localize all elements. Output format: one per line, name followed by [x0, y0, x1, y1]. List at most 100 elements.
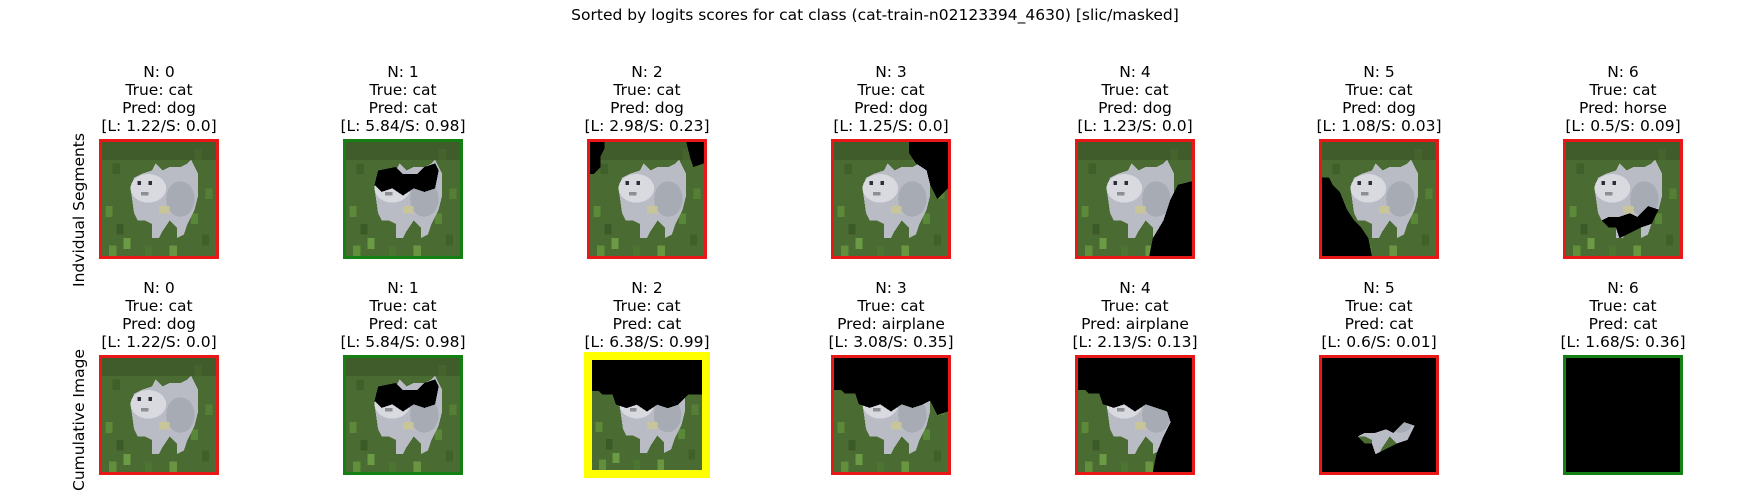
panel-pred-label: Pred: cat	[1588, 315, 1658, 333]
cat-photo	[1566, 358, 1680, 472]
cat-photo	[102, 142, 216, 256]
panel-true-label: True: cat	[125, 81, 193, 99]
panel-true-label: True: cat	[1345, 81, 1413, 99]
panel-title: N: 0 True: cat Pred: dog [L: 1.22/S: 0.0]	[39, 63, 279, 135]
panel-step-label: N: 4	[1119, 279, 1151, 297]
cat-photo	[102, 358, 216, 472]
panel-step-label: N: 3	[875, 63, 907, 81]
panel-score-label: [L: 0.6/S: 0.01]	[1321, 333, 1437, 351]
panel-title: N: 5 True: cat Pred: cat [L: 0.6/S: 0.01]	[1259, 279, 1499, 351]
cat-photo	[1322, 142, 1436, 256]
panel-step-label: N: 0	[143, 279, 175, 297]
panel-image	[99, 139, 219, 259]
panel-image	[1075, 355, 1195, 475]
panel-pred-label: Pred: horse	[1579, 99, 1667, 117]
panel-title: N: 2 True: cat Pred: dog [L: 2.98/S: 0.23]	[527, 63, 767, 135]
cat-photo	[346, 142, 460, 256]
panel-pred-label: Pred: dog	[1098, 99, 1172, 117]
panel-image	[1563, 139, 1683, 259]
panel-pred-label: Pred: dog	[854, 99, 928, 117]
panel-step-label: N: 6	[1607, 279, 1639, 297]
panel-step-label: N: 2	[631, 279, 663, 297]
panel-score-label: [L: 5.84/S: 0.98]	[340, 333, 466, 351]
panel-step-label: N: 6	[1607, 63, 1639, 81]
panel-pred-label: Pred: cat	[612, 315, 682, 333]
panel-step-label: N: 5	[1363, 63, 1395, 81]
panel-true-label: True: cat	[1101, 297, 1169, 315]
panel-true-label: True: cat	[613, 297, 681, 315]
cat-photo	[1322, 358, 1436, 472]
panel-score-label: [L: 1.68/S: 0.36]	[1560, 333, 1686, 351]
row-label-individual-segments: Indvidual Segments	[70, 133, 88, 287]
panel-title: N: 3 True: cat Pred: dog [L: 1.25/S: 0.0]	[771, 63, 1011, 135]
panel-pred-label: Pred: cat	[1344, 315, 1414, 333]
panel-score-label: [L: 6.38/S: 0.99]	[584, 333, 710, 351]
panel-true-label: True: cat	[369, 297, 437, 315]
cat-photo	[834, 142, 948, 256]
panel-score-label: [L: 1.23/S: 0.0]	[1077, 117, 1193, 135]
panel-title: N: 4 True: cat Pred: dog [L: 1.23/S: 0.0]	[1015, 63, 1255, 135]
panel-true-label: True: cat	[125, 297, 193, 315]
panel-title: N: 1 True: cat Pred: cat [L: 5.84/S: 0.98]	[283, 279, 523, 351]
panel-pred-label: Pred: dog	[1342, 99, 1416, 117]
cat-photo	[834, 358, 948, 472]
panel-step-label: N: 2	[631, 63, 663, 81]
panel-step-label: N: 1	[387, 279, 419, 297]
panel-score-label: [L: 2.98/S: 0.23]	[584, 117, 710, 135]
panel-step-label: N: 1	[387, 63, 419, 81]
panel-pred-label: Pred: airplane	[837, 315, 945, 333]
panel-title: N: 4 True: cat Pred: airplane [L: 2.13/S: 0…	[1015, 279, 1255, 351]
panel-image	[99, 355, 219, 475]
cat-photo	[346, 358, 460, 472]
panel-title: N: 5 True: cat Pred: dog [L: 1.08/S: 0.03]	[1259, 63, 1499, 135]
panel-true-label: True: cat	[857, 297, 925, 315]
panel-pred-label: Pred: dog	[610, 99, 684, 117]
panel-title: N: 2 True: cat Pred: cat [L: 6.38/S: 0.99]	[527, 279, 767, 351]
panel-pred-label: Pred: cat	[368, 99, 438, 117]
panel-title: N: 6 True: cat Pred: horse [L: 0.5/S: 0.09]	[1503, 63, 1743, 135]
panel-title: N: 6 True: cat Pred: cat [L: 1.68/S: 0.36]	[1503, 279, 1743, 351]
panel-image	[1563, 355, 1683, 475]
panel-step-label: N: 4	[1119, 63, 1151, 81]
panel-score-label: [L: 0.5/S: 0.09]	[1565, 117, 1681, 135]
panel-pred-label: Pred: dog	[122, 315, 196, 333]
row-label-cumulative-image: Cumulative Image	[70, 349, 88, 491]
panel-image	[831, 355, 951, 475]
panel-score-label: [L: 1.22/S: 0.0]	[101, 333, 217, 351]
panel-step-label: N: 5	[1363, 279, 1395, 297]
panel-step-label: N: 0	[143, 63, 175, 81]
cat-photo	[1078, 142, 1192, 256]
panel-image	[343, 355, 463, 475]
panel-title: N: 0 True: cat Pred: dog [L: 1.22/S: 0.0]	[39, 279, 279, 351]
panel-pred-label: Pred: dog	[122, 99, 196, 117]
panel-image	[1319, 139, 1439, 259]
panel-image	[584, 352, 710, 478]
panel-pred-label: Pred: cat	[368, 315, 438, 333]
panel-true-label: True: cat	[1101, 81, 1169, 99]
panel-true-label: True: cat	[1345, 297, 1413, 315]
panel-image	[343, 139, 463, 259]
panel-score-label: [L: 2.13/S: 0.13]	[1072, 333, 1198, 351]
panel-true-label: True: cat	[613, 81, 681, 99]
cat-photo	[1078, 358, 1192, 472]
panel-true-label: True: cat	[1589, 81, 1657, 99]
panel-score-label: [L: 5.84/S: 0.98]	[340, 117, 466, 135]
panel-score-label: [L: 1.08/S: 0.03]	[1316, 117, 1442, 135]
panel-true-label: True: cat	[857, 81, 925, 99]
panel-score-label: [L: 3.08/S: 0.35]	[828, 333, 954, 351]
panel-title: N: 3 True: cat Pred: airplane [L: 3.08/S: 0…	[771, 279, 1011, 351]
panel-step-label: N: 3	[875, 279, 907, 297]
cat-photo	[590, 142, 704, 256]
figure-title: Sorted by logits scores for cat class (c…	[571, 6, 1179, 24]
panel-image	[1075, 139, 1195, 259]
panel-title: N: 1 True: cat Pred: cat [L: 5.84/S: 0.98]	[283, 63, 523, 135]
cat-photo	[592, 360, 702, 470]
cat-photo	[1566, 142, 1680, 256]
panel-true-label: True: cat	[369, 81, 437, 99]
panel-image	[1319, 355, 1439, 475]
panel-image	[831, 139, 951, 259]
panel-score-label: [L: 1.25/S: 0.0]	[833, 117, 949, 135]
panel-pred-label: Pred: airplane	[1081, 315, 1189, 333]
panel-image	[587, 139, 707, 259]
panel-score-label: [L: 1.22/S: 0.0]	[101, 117, 217, 135]
